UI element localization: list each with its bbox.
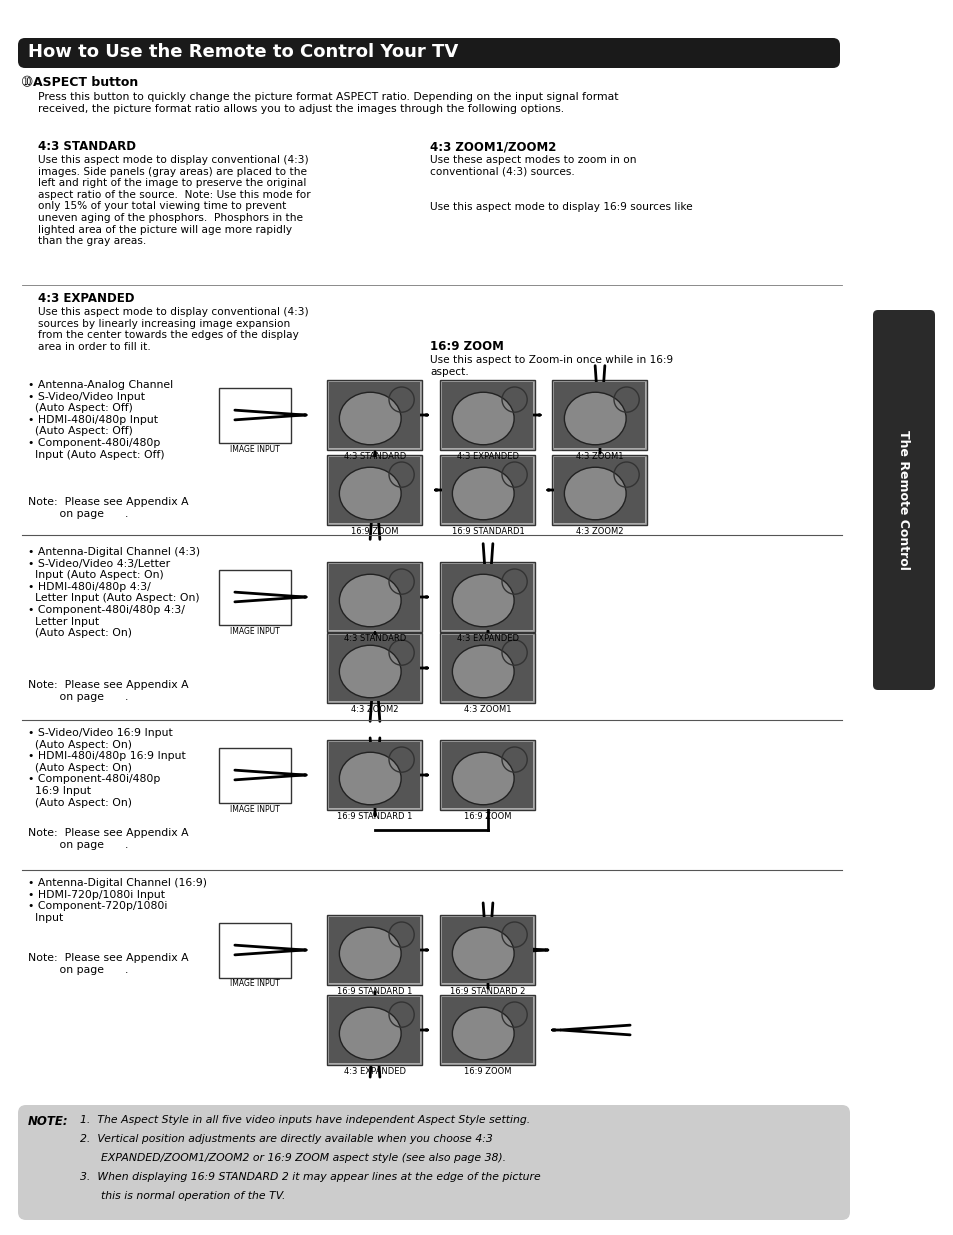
Bar <box>329 564 420 630</box>
Text: IMAGE INPUT: IMAGE INPUT <box>230 626 279 636</box>
Ellipse shape <box>339 467 400 520</box>
Text: Use this aspect mode to display conventional (4:3)
sources by linearly increasin: Use this aspect mode to display conventi… <box>38 308 309 352</box>
Text: • Antenna-Digital Channel (16:9)
• HDMI-720p/1080i Input
• Component-720p/1080i
: • Antenna-Digital Channel (16:9) • HDMI-… <box>28 878 207 923</box>
Text: Use these aspect modes to zoom in on
conventional (4:3) sources.: Use these aspect modes to zoom in on con… <box>430 156 636 177</box>
Bar <box>329 918 420 983</box>
Text: 4:3 ZOOM2: 4:3 ZOOM2 <box>351 705 398 714</box>
Text: • Antenna-Digital Channel (4:3)
• S-Video/Video 4:3/Letter
  Input (Auto Aspect:: • Antenna-Digital Channel (4:3) • S-Vide… <box>28 547 200 638</box>
Bar <box>552 454 647 525</box>
Bar <box>442 742 533 808</box>
Text: • S-Video/Video 16:9 Input
  (Auto Aspect: On)
• HDMI-480i/480p 16:9 Input
  (Au: • S-Video/Video 16:9 Input (Auto Aspect:… <box>28 727 186 808</box>
Text: Note:  Please see Appendix A
         on page      .: Note: Please see Appendix A on page . <box>28 680 189 701</box>
Ellipse shape <box>564 467 625 520</box>
Bar <box>329 382 420 448</box>
Text: Press this button to quickly change the picture format ASPECT ratio. Depending o: Press this button to quickly change the … <box>38 91 618 114</box>
Bar <box>554 457 645 522</box>
Bar <box>327 634 422 703</box>
Text: 16:9 STANDARD 1: 16:9 STANDARD 1 <box>337 987 413 995</box>
FancyBboxPatch shape <box>18 1105 849 1220</box>
Text: 16:9 STANDARD 1: 16:9 STANDARD 1 <box>337 811 413 821</box>
Text: How to Use the Remote to Control Your TV: How to Use the Remote to Control Your TV <box>28 43 457 61</box>
Bar <box>327 995 422 1065</box>
Text: 16:9 STANDARD1: 16:9 STANDARD1 <box>451 527 524 536</box>
Text: this is normal operation of the TV.: this is normal operation of the TV. <box>80 1191 285 1200</box>
Ellipse shape <box>564 393 625 445</box>
Bar <box>219 569 291 625</box>
Bar <box>219 388 291 442</box>
Bar <box>552 380 647 450</box>
Text: 4:3 ZOOM1/ZOOM2: 4:3 ZOOM1/ZOOM2 <box>430 140 556 153</box>
Bar <box>329 635 420 701</box>
Text: 4:3 ZOOM1: 4:3 ZOOM1 <box>464 705 511 714</box>
Bar <box>327 454 422 525</box>
Text: Note:  Please see Appendix A
         on page      .: Note: Please see Appendix A on page . <box>28 827 189 850</box>
Text: Use this aspect mode to display conventional (4:3)
images. Side panels (gray are: Use this aspect mode to display conventi… <box>38 156 311 246</box>
Ellipse shape <box>452 645 514 698</box>
Bar <box>442 997 533 1063</box>
Ellipse shape <box>452 927 514 979</box>
Bar <box>442 635 533 701</box>
Bar <box>442 918 533 983</box>
Bar <box>329 742 420 808</box>
Text: 3.  When displaying 16:9 STANDARD 2 it may appear lines at the edge of the pictu: 3. When displaying 16:9 STANDARD 2 it ma… <box>80 1172 540 1182</box>
Ellipse shape <box>452 752 514 805</box>
Text: 16:9 STANDARD 2: 16:9 STANDARD 2 <box>450 987 525 995</box>
Ellipse shape <box>339 645 400 698</box>
Text: 16:9 ZOOM: 16:9 ZOOM <box>464 1067 511 1076</box>
Ellipse shape <box>339 752 400 805</box>
Text: 1.  The Aspect Style in all five video inputs have independent Aspect Style sett: 1. The Aspect Style in all five video in… <box>80 1115 530 1125</box>
Text: 16:9 ZOOM: 16:9 ZOOM <box>430 340 503 353</box>
Bar <box>440 454 535 525</box>
Bar <box>329 457 420 522</box>
Text: ➉: ➉ <box>22 77 32 89</box>
Ellipse shape <box>339 393 400 445</box>
Bar <box>329 997 420 1063</box>
Ellipse shape <box>452 1008 514 1060</box>
FancyBboxPatch shape <box>18 38 840 68</box>
Bar <box>219 923 291 977</box>
Ellipse shape <box>339 574 400 626</box>
Bar <box>440 562 535 632</box>
FancyBboxPatch shape <box>872 310 934 690</box>
Bar <box>327 380 422 450</box>
Ellipse shape <box>452 574 514 626</box>
Bar <box>219 747 291 803</box>
Text: 4:3 ZOOM1: 4:3 ZOOM1 <box>576 452 623 461</box>
Bar <box>440 380 535 450</box>
Text: 4:3 STANDARD: 4:3 STANDARD <box>38 140 136 153</box>
Bar <box>327 740 422 810</box>
Bar <box>327 562 422 632</box>
Text: 16:9 ZOOM: 16:9 ZOOM <box>351 527 398 536</box>
Text: 4:3 EXPANDED: 4:3 EXPANDED <box>38 291 134 305</box>
Text: Use this aspect to Zoom-in once while in 16:9
aspect.: Use this aspect to Zoom-in once while in… <box>430 354 673 377</box>
Bar <box>442 457 533 522</box>
Text: • Antenna-Analog Channel
• S-Video/Video Input
  (Auto Aspect: Off)
• HDMI-480i/: • Antenna-Analog Channel • S-Video/Video… <box>28 380 172 459</box>
Text: 4:3 EXPANDED: 4:3 EXPANDED <box>344 1067 406 1076</box>
Text: 4:3 EXPANDED: 4:3 EXPANDED <box>456 452 518 461</box>
Text: IMAGE INPUT: IMAGE INPUT <box>230 979 279 988</box>
Text: 4:3 ZOOM2: 4:3 ZOOM2 <box>576 527 623 536</box>
Text: The Remote Control: The Remote Control <box>897 430 909 569</box>
Text: Use this aspect mode to display 16:9 sources like: Use this aspect mode to display 16:9 sou… <box>430 203 692 212</box>
Ellipse shape <box>339 1008 400 1060</box>
Bar <box>442 382 533 448</box>
Text: Note:  Please see Appendix A
         on page      .: Note: Please see Appendix A on page . <box>28 496 189 519</box>
Bar <box>440 634 535 703</box>
Text: 4:3 EXPANDED: 4:3 EXPANDED <box>456 634 518 643</box>
Bar <box>440 915 535 986</box>
Text: ASPECT button: ASPECT button <box>33 77 138 89</box>
Bar <box>327 915 422 986</box>
Bar <box>440 740 535 810</box>
Text: IMAGE INPUT: IMAGE INPUT <box>230 804 279 814</box>
Text: 4:3 STANDARD: 4:3 STANDARD <box>343 452 406 461</box>
Ellipse shape <box>339 927 400 979</box>
Bar <box>442 564 533 630</box>
Text: IMAGE INPUT: IMAGE INPUT <box>230 445 279 453</box>
Text: EXPANDED/ZOOM1/ZOOM2 or 16:9 ZOOM aspect style (see also page 38).: EXPANDED/ZOOM1/ZOOM2 or 16:9 ZOOM aspect… <box>80 1153 506 1163</box>
Bar <box>554 382 645 448</box>
Ellipse shape <box>452 467 514 520</box>
Ellipse shape <box>452 393 514 445</box>
Text: 2.  Vertical position adjustments are directly available when you choose 4:3: 2. Vertical position adjustments are dir… <box>80 1134 493 1144</box>
Text: 16:9 ZOOM: 16:9 ZOOM <box>464 811 511 821</box>
Bar <box>440 995 535 1065</box>
